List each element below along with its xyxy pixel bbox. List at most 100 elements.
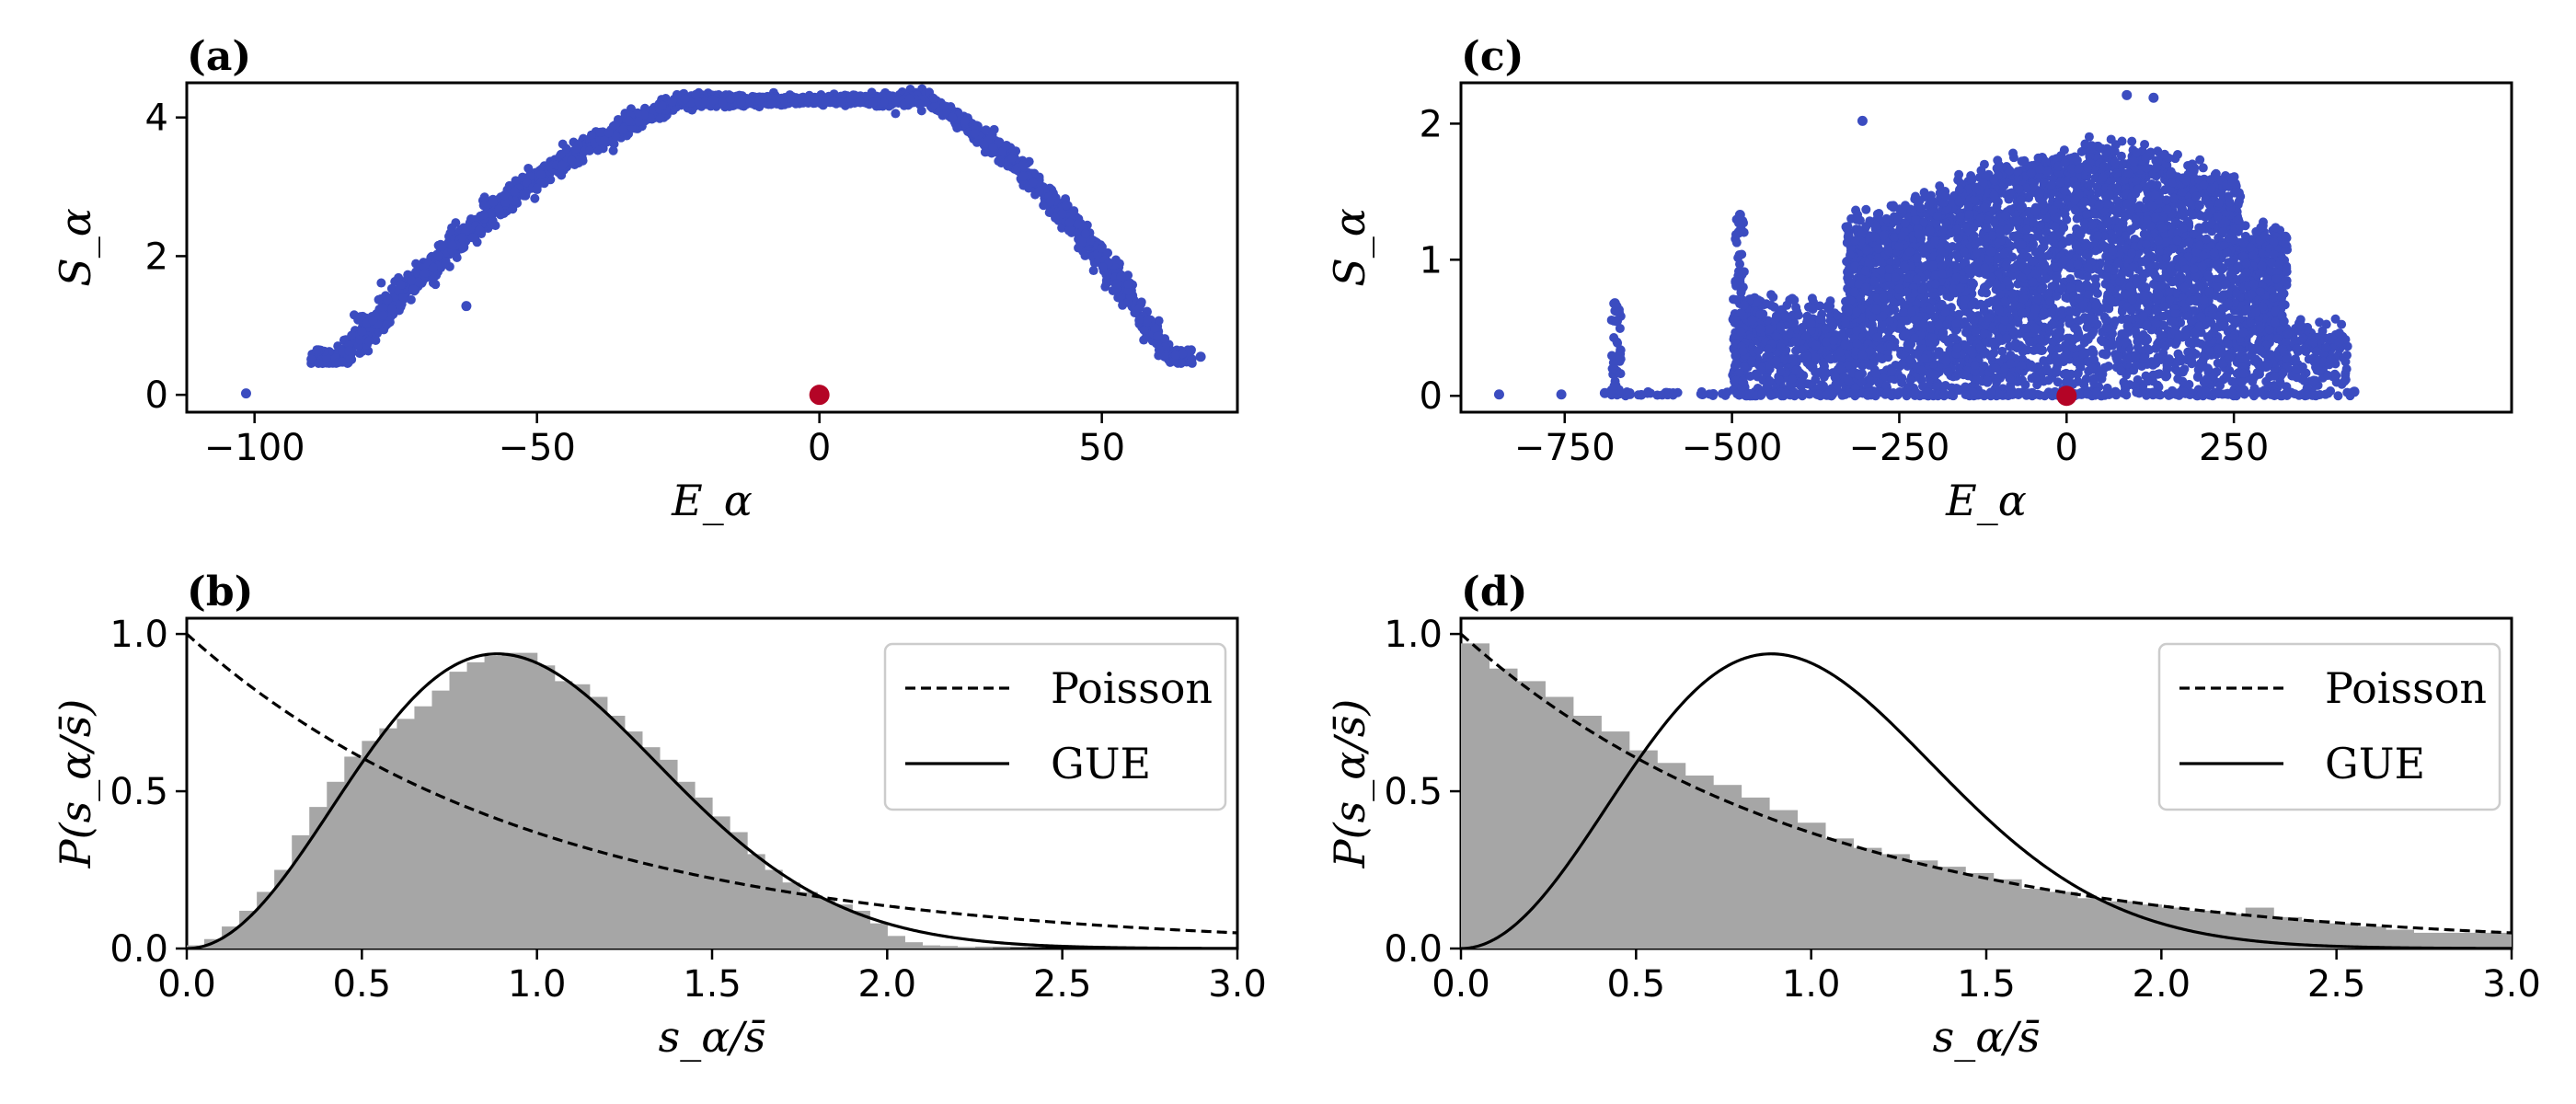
data-point <box>2127 136 2137 146</box>
data-point <box>573 158 583 168</box>
data-point <box>386 305 397 315</box>
data-point <box>995 137 1005 147</box>
data-point <box>535 169 546 179</box>
data-point <box>1045 196 1055 206</box>
y-tick-label: 0 <box>145 374 168 417</box>
data-point <box>980 147 990 157</box>
data-point <box>407 275 417 285</box>
data-point <box>523 163 534 173</box>
x-tick-label: 50 <box>1078 427 1125 469</box>
data-point <box>437 241 447 251</box>
x-tick-label: 0 <box>808 427 831 469</box>
data-point <box>306 354 316 364</box>
data-point <box>904 94 914 104</box>
data-point <box>981 125 991 135</box>
data-point <box>396 280 406 290</box>
data-point <box>624 116 634 126</box>
data-point <box>500 190 510 201</box>
data-point <box>1077 236 1087 247</box>
data-point <box>970 128 980 138</box>
data-point <box>428 262 438 272</box>
data-point <box>511 176 521 186</box>
data-point <box>979 140 989 150</box>
data-point <box>1069 206 1079 216</box>
data-point <box>2101 271 2111 282</box>
data-point <box>521 189 531 199</box>
data-point <box>490 221 500 231</box>
data-point <box>914 99 925 109</box>
data-point <box>457 233 467 243</box>
x-tick-label: −750 <box>1514 427 1616 469</box>
data-point <box>1044 207 1054 217</box>
data-point <box>1187 355 1197 365</box>
data-point <box>1861 204 1871 214</box>
axes-frame <box>185 81 1239 414</box>
data-point <box>478 210 489 220</box>
outlier-point <box>240 388 251 399</box>
data-point <box>708 95 719 105</box>
y-tick-label: 2 <box>145 236 168 278</box>
highlight-point <box>809 385 830 406</box>
data-point <box>1170 350 1180 360</box>
data-point <box>510 186 520 196</box>
data-point <box>500 197 511 207</box>
data-point <box>1123 270 1133 281</box>
data-point <box>396 299 406 309</box>
data-point <box>634 116 644 126</box>
panel-label: (a) <box>187 33 251 80</box>
data-point <box>406 294 416 305</box>
x-tick-label: 0 <box>2055 427 2078 469</box>
data-point <box>441 259 451 270</box>
data-point <box>617 124 627 134</box>
data-point <box>988 142 998 152</box>
data-point <box>693 97 703 107</box>
data-point <box>1057 209 1067 219</box>
data-point <box>1002 140 1012 150</box>
data-point <box>1073 219 1083 229</box>
data-point <box>1100 282 1110 292</box>
data-point <box>736 98 746 108</box>
data-point <box>1111 279 1121 289</box>
data-point <box>508 204 518 214</box>
y-tick-label: 2 <box>1420 103 1443 145</box>
data-point <box>868 98 878 108</box>
data-point <box>447 240 457 250</box>
data-point <box>1018 161 1028 171</box>
data-point <box>420 269 430 279</box>
data-point <box>595 127 605 137</box>
data-point <box>354 349 364 359</box>
data-point <box>1135 315 1145 325</box>
data-points <box>240 84 1206 406</box>
data-point <box>488 197 498 207</box>
data-point <box>810 94 820 104</box>
data-point <box>952 123 962 133</box>
data-point <box>1123 279 1133 289</box>
data-point <box>345 354 355 364</box>
x-axis-label: E_α <box>671 476 753 525</box>
data-point <box>691 89 701 99</box>
data-point <box>725 94 735 104</box>
data-point <box>1097 243 1107 253</box>
data-point <box>891 109 901 119</box>
data-point <box>1807 293 1817 304</box>
data-points <box>1493 89 2360 407</box>
panel-label: (c) <box>1461 33 1524 80</box>
data-point <box>357 327 367 337</box>
outlier-point <box>461 301 472 312</box>
data-point <box>451 218 461 228</box>
y-axis-label: S_α <box>1325 208 1374 287</box>
data-point <box>766 99 776 109</box>
data-point <box>428 273 438 283</box>
data-point <box>475 224 485 235</box>
data-point <box>885 92 895 102</box>
data-point <box>1098 262 1108 272</box>
y-tick-label: 4 <box>145 98 168 140</box>
data-point <box>378 303 388 313</box>
data-point <box>408 284 419 294</box>
data-point <box>1949 333 1960 343</box>
data-point <box>608 145 618 155</box>
data-point <box>530 193 540 203</box>
data-point <box>754 95 765 105</box>
x-tick-label: −250 <box>1849 427 1950 469</box>
